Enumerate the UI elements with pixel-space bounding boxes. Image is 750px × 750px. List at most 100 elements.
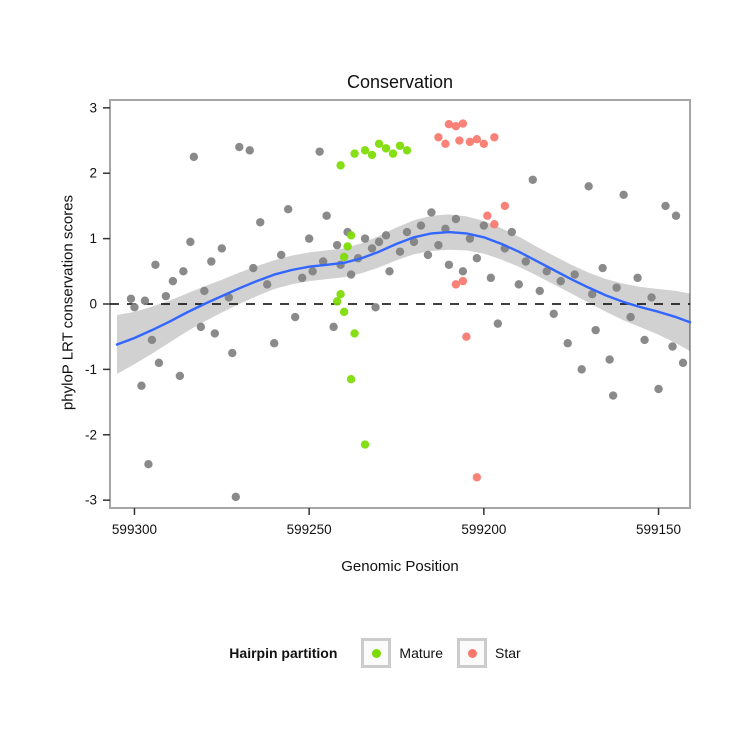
point-unassigned — [608, 391, 618, 400]
point-mature — [395, 141, 405, 150]
point-unassigned — [619, 190, 628, 200]
point-unassigned — [175, 371, 185, 381]
point-unassigned — [612, 283, 621, 292]
point-unassigned — [224, 293, 233, 302]
point-unassigned — [395, 247, 405, 256]
confidence-band — [116, 214, 690, 374]
point-unassigned — [270, 339, 279, 348]
point-unassigned — [479, 221, 489, 230]
point-unassigned — [671, 211, 681, 220]
point-unassigned — [207, 257, 216, 266]
point-star — [472, 135, 482, 144]
y-tick-label: -3 — [85, 493, 97, 508]
point-unassigned — [556, 276, 565, 286]
point-unassigned — [318, 257, 328, 266]
point-unassigned — [549, 309, 558, 319]
point-mature — [339, 307, 349, 317]
point-unassigned — [577, 365, 586, 374]
point-unassigned — [346, 270, 356, 279]
point-mature — [402, 146, 412, 155]
point-unassigned — [416, 221, 426, 230]
point-unassigned — [486, 273, 496, 283]
point-unassigned — [329, 322, 338, 332]
mature-dot-icon — [371, 648, 381, 658]
point-unassigned — [374, 237, 384, 247]
point-unassigned — [598, 263, 607, 273]
point-star — [483, 211, 492, 220]
point-unassigned — [528, 175, 537, 184]
point-unassigned — [231, 492, 240, 502]
point-star — [451, 280, 461, 289]
point-unassigned — [385, 267, 394, 276]
point-unassigned — [322, 211, 331, 220]
point-unassigned — [228, 348, 237, 358]
point-mature — [346, 374, 356, 384]
point-unassigned — [367, 244, 377, 253]
point-star — [434, 133, 443, 142]
point-unassigned — [678, 358, 688, 368]
point-star — [500, 201, 510, 211]
x-tick-label: 599250 — [287, 522, 332, 537]
point-unassigned — [144, 459, 153, 469]
point-unassigned — [235, 142, 244, 152]
point-unassigned — [654, 384, 663, 394]
point-unassigned — [587, 289, 597, 299]
point-unassigned — [210, 329, 220, 338]
legend-title: Hairpin partition — [229, 645, 338, 661]
point-unassigned — [290, 312, 300, 322]
point-mature — [360, 440, 370, 449]
point-unassigned — [570, 270, 579, 279]
point-unassigned — [245, 146, 254, 155]
point-star — [455, 136, 464, 145]
y-tick-label: -2 — [85, 427, 97, 442]
x-axis-label: Genomic Position — [341, 558, 459, 575]
point-mature — [339, 252, 349, 262]
legend: Hairpin partition Mature Star — [0, 638, 750, 668]
y-tick-label: 1 — [89, 231, 97, 246]
point-unassigned — [514, 280, 523, 289]
legend-key-mature — [361, 638, 392, 668]
point-unassigned — [584, 182, 593, 191]
point-unassigned — [130, 303, 139, 312]
point-mature — [388, 149, 398, 158]
point-unassigned — [451, 214, 461, 224]
point-star — [458, 276, 468, 286]
point-unassigned — [507, 227, 517, 237]
y-tick-label: 0 — [89, 297, 97, 312]
point-unassigned — [263, 280, 272, 289]
point-unassigned — [640, 335, 649, 345]
point-unassigned — [360, 234, 370, 243]
point-unassigned — [189, 152, 199, 162]
point-unassigned — [465, 234, 475, 243]
star-dot-icon — [467, 648, 477, 658]
legend-key-star — [457, 638, 487, 668]
point-unassigned — [591, 325, 600, 335]
point-star — [472, 473, 482, 482]
x-tick-label: 599200 — [461, 522, 506, 537]
point-unassigned — [633, 273, 642, 283]
point-unassigned — [161, 291, 171, 301]
point-unassigned — [458, 267, 468, 276]
point-unassigned — [140, 296, 150, 305]
point-unassigned — [277, 250, 286, 260]
point-mature — [336, 161, 345, 170]
point-star — [479, 139, 489, 149]
point-star — [490, 220, 499, 229]
legend-label-mature: Mature — [399, 645, 443, 661]
y-tick-label: -1 — [85, 362, 97, 377]
point-unassigned — [151, 260, 160, 269]
point-unassigned — [179, 267, 188, 276]
point-unassigned — [647, 293, 656, 302]
point-mature — [336, 289, 345, 299]
point-star — [490, 133, 499, 142]
point-unassigned — [304, 234, 314, 243]
point-unassigned — [137, 381, 146, 390]
point-unassigned — [126, 294, 136, 303]
point-mature — [350, 149, 359, 158]
point-unassigned — [200, 286, 209, 296]
point-unassigned — [441, 224, 450, 234]
point-unassigned — [168, 276, 178, 286]
point-unassigned — [186, 237, 195, 247]
